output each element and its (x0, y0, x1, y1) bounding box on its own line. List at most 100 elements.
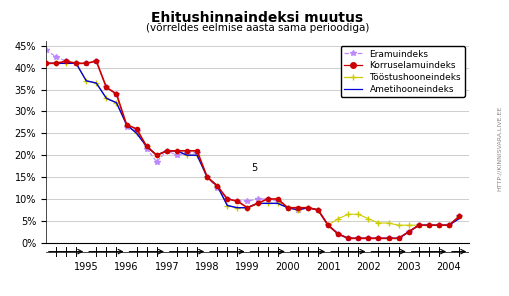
Eramuindeks (405, 230, 411, 234)
Ametihooneindeks (193, 153, 200, 157)
Tööstushooneindeks (435, 223, 441, 227)
Tööstushooneindeks (334, 217, 341, 221)
Ametihooneindeks (435, 223, 441, 227)
Tööstushooneindeks (294, 208, 300, 212)
Ametihooneindeks (144, 145, 150, 148)
Ametihooneindeks (405, 230, 411, 234)
Korruselamuindeks (284, 206, 290, 210)
Tööstushooneindeks (153, 153, 159, 157)
Tööstushooneindeks (113, 101, 119, 104)
Korruselamuindeks (355, 237, 361, 240)
Eramuindeks (445, 223, 451, 227)
Korruselamuindeks (345, 237, 351, 240)
Ametihooneindeks (204, 175, 210, 179)
Korruselamuindeks (395, 237, 401, 240)
Ametihooneindeks (153, 153, 159, 157)
Eramuindeks (163, 149, 169, 153)
Ametihooneindeks (184, 153, 190, 157)
Text: (võrreldes eelmise aasta sama perioodiga): (võrreldes eelmise aasta sama perioodiga… (146, 23, 369, 33)
Korruselamuindeks (144, 145, 150, 148)
Ametihooneindeks (264, 202, 270, 205)
Eramuindeks (193, 151, 200, 155)
Ametihooneindeks (274, 202, 280, 205)
Tööstushooneindeks (133, 131, 139, 135)
Ametihooneindeks (254, 202, 260, 205)
Ametihooneindeks (385, 237, 391, 240)
Korruselamuindeks (204, 175, 210, 179)
Ametihooneindeks (355, 237, 361, 240)
Korruselamuindeks (304, 206, 310, 210)
Line: Korruselamuindeks: Korruselamuindeks (44, 59, 460, 240)
Tööstushooneindeks (405, 223, 411, 227)
Ametihooneindeks (425, 223, 431, 227)
Tööstushooneindeks (214, 184, 220, 188)
Text: 5: 5 (251, 163, 257, 173)
Ametihooneindeks (93, 81, 99, 85)
Eramuindeks (425, 223, 431, 227)
Eramuindeks (83, 62, 89, 65)
Korruselamuindeks (184, 149, 190, 153)
Tööstushooneindeks (395, 223, 401, 227)
Korruselamuindeks (73, 62, 79, 65)
Eramuindeks (43, 49, 49, 52)
Tööstushooneindeks (385, 221, 391, 225)
Ametihooneindeks (63, 62, 69, 65)
Ametihooneindeks (294, 208, 300, 212)
Ametihooneindeks (304, 206, 310, 210)
Ametihooneindeks (83, 79, 89, 83)
Ametihooneindeks (224, 204, 230, 207)
Korruselamuindeks (455, 215, 461, 218)
Tööstushooneindeks (355, 213, 361, 216)
Eramuindeks (274, 200, 280, 203)
Eramuindeks (264, 197, 270, 201)
Eramuindeks (144, 147, 150, 150)
Korruselamuindeks (294, 206, 300, 210)
Korruselamuindeks (244, 206, 250, 210)
Ametihooneindeks (123, 123, 129, 126)
Tööstushooneindeks (375, 221, 381, 225)
Ametihooneindeks (324, 223, 330, 227)
Eramuindeks (284, 206, 290, 210)
Korruselamuindeks (334, 232, 341, 236)
Tööstushooneindeks (264, 202, 270, 205)
Korruselamuindeks (234, 200, 240, 203)
Tööstushooneindeks (83, 79, 89, 83)
Eramuindeks (455, 215, 461, 218)
Korruselamuindeks (254, 202, 260, 205)
Tööstushooneindeks (163, 149, 169, 153)
Eramuindeks (174, 153, 180, 157)
Tööstushooneindeks (455, 215, 461, 218)
Korruselamuindeks (93, 59, 99, 63)
Tööstushooneindeks (224, 204, 230, 207)
Tööstushooneindeks (43, 62, 49, 65)
Tööstushooneindeks (345, 213, 351, 216)
Korruselamuindeks (224, 197, 230, 201)
Ametihooneindeks (163, 149, 169, 153)
Korruselamuindeks (153, 153, 159, 157)
Tööstushooneindeks (53, 62, 59, 65)
Tööstushooneindeks (193, 153, 200, 157)
Eramuindeks (184, 151, 190, 155)
Korruselamuindeks (315, 208, 321, 212)
Eramuindeks (435, 223, 441, 227)
Eramuindeks (355, 237, 361, 240)
Line: Ametihooneindeks: Ametihooneindeks (46, 63, 458, 238)
Korruselamuindeks (415, 223, 421, 227)
Tööstushooneindeks (204, 175, 210, 179)
Tööstushooneindeks (234, 206, 240, 210)
Eramuindeks (214, 186, 220, 190)
Korruselamuindeks (103, 86, 109, 89)
Ametihooneindeks (375, 237, 381, 240)
Korruselamuindeks (163, 149, 169, 153)
Tööstushooneindeks (324, 223, 330, 227)
Eramuindeks (153, 160, 159, 164)
Legend: Eramuindeks, Korruselamuindeks, Tööstushooneindeks, Ametihooneindeks: Eramuindeks, Korruselamuindeks, Tööstush… (340, 46, 464, 97)
Korruselamuindeks (405, 230, 411, 234)
Korruselamuindeks (83, 62, 89, 65)
Eramuindeks (395, 237, 401, 240)
Eramuindeks (53, 55, 59, 59)
Tööstushooneindeks (103, 96, 109, 100)
Eramuindeks (254, 197, 260, 201)
Ametihooneindeks (214, 184, 220, 188)
Korruselamuindeks (123, 123, 129, 126)
